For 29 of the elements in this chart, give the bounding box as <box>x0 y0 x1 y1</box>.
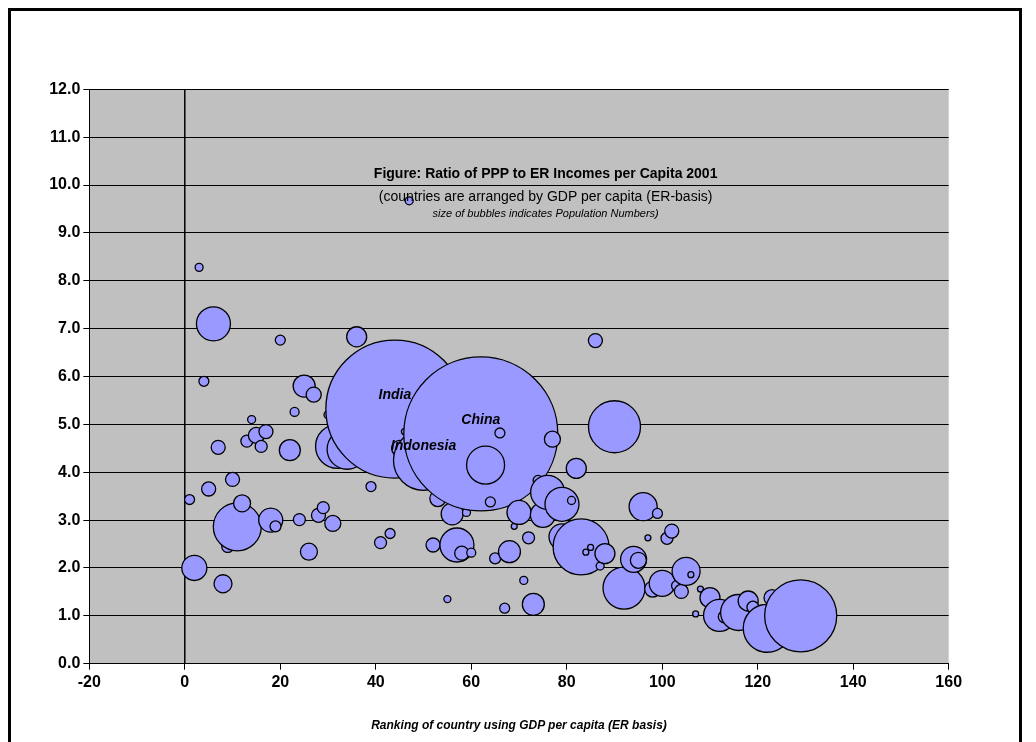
y-tick-label: 9.0 <box>58 223 81 241</box>
annotation: China <box>461 410 501 427</box>
y-tick-label: 12.0 <box>49 79 81 97</box>
x-tick-label: 120 <box>744 672 772 690</box>
x-tick-label: 100 <box>648 672 676 690</box>
x-tick-label: -20 <box>77 672 101 690</box>
x-tick-label: 80 <box>557 672 576 690</box>
x-tick-label: 40 <box>366 672 385 690</box>
y-tick-label: 7.0 <box>58 319 81 337</box>
y-tick-label: 2.0 <box>58 558 81 576</box>
text: Figure: Ratio of PPP to ER Incomes per Capita 2001 <box>373 164 718 181</box>
text: (countries are arranged by GDP per capita (ER-basis) <box>378 187 713 204</box>
y-tick-label: 3.0 <box>58 510 81 528</box>
x-tick-label: 140 <box>839 672 867 690</box>
y-tick-label: 5.0 <box>58 414 81 432</box>
annotation: size of bubbles indicates Population Numbers) <box>432 206 660 219</box>
x-tick-label: 160 <box>935 672 963 690</box>
y-tick-label: 4.0 <box>58 462 81 480</box>
x-tick-label: 60 <box>462 672 481 690</box>
annotation: India <box>378 385 412 402</box>
y-tick-label: 8.0 <box>58 271 81 289</box>
y-tick-label: 11.0 <box>50 127 81 145</box>
y-tick-label: 6.0 <box>58 366 81 384</box>
x-tick-label: 20 <box>271 672 290 690</box>
y-tick-label: 10.0 <box>49 175 81 193</box>
y-tick-label: 1.0 <box>58 606 81 624</box>
y-tick-label: 0.0 <box>58 654 81 672</box>
x-axis-title: Ranking of country using GDP per capita (ER basis) <box>371 717 667 732</box>
x-tick-label: 0 <box>180 672 190 690</box>
